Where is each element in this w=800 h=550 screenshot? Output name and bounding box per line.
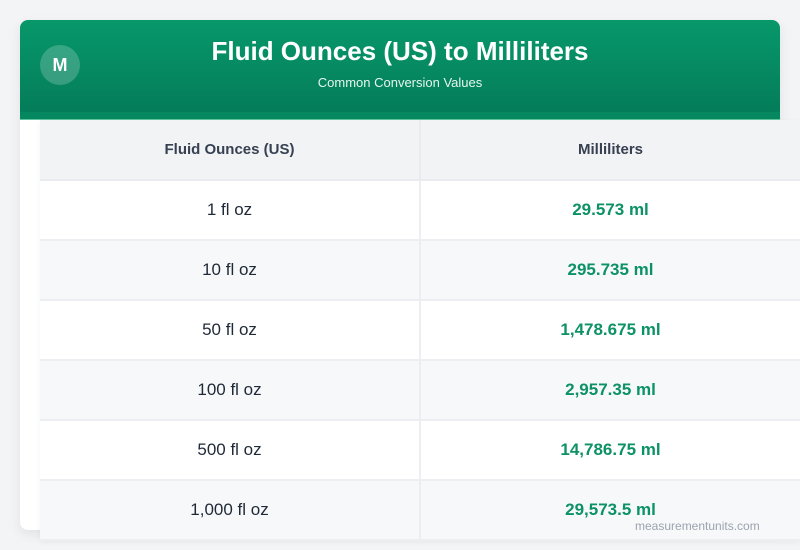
card-header: M Fluid Ounces (US) to Milliliters Commo… [20, 20, 780, 120]
milliliters-cell: 1,478.675 ml [419, 299, 800, 361]
conversion-table: Fluid Ounces (US) Milliliters 1 fl oz 29… [40, 120, 800, 541]
fluid-ounces-cell: 1 fl oz [40, 179, 421, 241]
fluid-ounces-cell: 100 fl oz [40, 359, 421, 421]
table-row: 1 fl oz 29.573 ml [40, 179, 800, 241]
fluid-ounces-cell: 500 fl oz [40, 419, 421, 481]
logo-badge: M [40, 45, 80, 85]
milliliters-cell: 29.573 ml [419, 179, 800, 241]
table-row: 100 fl oz 2,957.35 ml [40, 359, 800, 421]
milliliters-cell: 2,957.35 ml [419, 359, 800, 421]
table-row: 500 fl oz 14,786.75 ml [40, 419, 800, 481]
conversion-table-container: Fluid Ounces (US) Milliliters 1 fl oz 29… [40, 120, 800, 541]
fluid-ounces-cell: 50 fl oz [40, 299, 421, 361]
site-watermark: measurementunits.com [635, 519, 760, 533]
page-subtitle: Common Conversion Values [317, 75, 483, 90]
milliliters-cell: 295.735 ml [419, 239, 800, 301]
milliliters-cell: 29,573.5 ml [419, 479, 800, 541]
column-header-fluid-ounces: Fluid Ounces (US) [40, 120, 421, 181]
fluid-ounces-cell: 10 fl oz [40, 239, 421, 301]
page-title: Fluid Ounces (US) to Milliliters [211, 36, 589, 66]
column-header-milliliters: Milliliters [419, 120, 800, 181]
table-header-row: Fluid Ounces (US) Milliliters [40, 120, 800, 181]
milliliters-cell: 14,786.75 ml [419, 419, 800, 481]
fluid-ounces-cell: 1,000 fl oz [40, 479, 421, 541]
table-row: 10 fl oz 295.735 ml [40, 239, 800, 301]
table-row: 50 fl oz 1,478.675 ml [40, 299, 800, 361]
table-row: 1,000 fl oz 29,573.5 ml [40, 479, 800, 541]
header-divider [20, 112, 780, 120]
